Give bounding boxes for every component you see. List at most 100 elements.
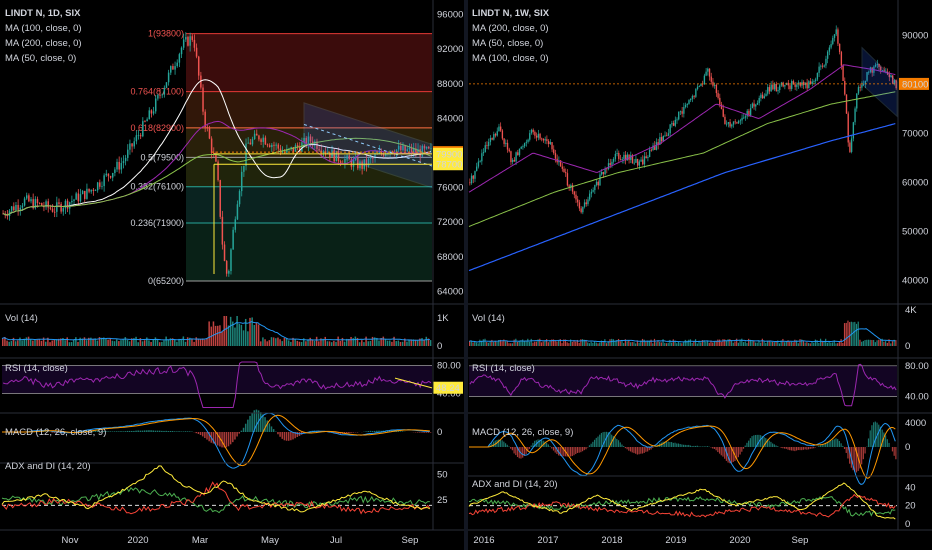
volume-bar [88, 337, 90, 346]
macd-histogram [616, 438, 618, 447]
macd-histogram [700, 446, 702, 447]
left-chart-panel[interactable]: 1(93800) 0.764(87100) 0.618(82900) 0.5(7950… [0, 0, 466, 546]
macd-histogram [503, 441, 505, 447]
candle [88, 188, 90, 192]
volume-bar [501, 341, 503, 346]
adx-axis-label: 25 [437, 495, 448, 506]
macd-histogram [614, 437, 616, 447]
macd-histogram [499, 439, 502, 447]
macd-histogram [790, 447, 793, 451]
volume-bar [195, 337, 198, 346]
macd-histogram [763, 437, 765, 447]
macd-histogram [195, 432, 198, 434]
volume-bar [864, 339, 866, 346]
macd-histogram [178, 431, 180, 432]
volume-bar [72, 339, 75, 346]
right-vol-label: Vol (14) [472, 313, 505, 324]
volume-bar [427, 338, 430, 346]
volume-bar [79, 337, 81, 346]
volume-bar [659, 341, 661, 346]
volume-bar [677, 341, 680, 346]
candle [510, 151, 512, 163]
candle [662, 135, 664, 142]
macd-histogram [492, 441, 495, 447]
macd-signal-line [469, 425, 896, 479]
volume-bar [238, 323, 241, 346]
volume-bar [893, 339, 895, 346]
candle [756, 103, 759, 105]
macd-histogram [510, 447, 512, 449]
volume-bar [768, 340, 770, 346]
volume-bar [515, 338, 517, 346]
volume-bar [510, 343, 512, 346]
macd-histogram [854, 447, 856, 472]
moving-average-line [468, 91, 896, 227]
volume-bar [653, 338, 656, 346]
volume-bar [611, 338, 613, 346]
macd-histogram [131, 430, 133, 432]
volume-bar [578, 342, 580, 346]
candle [541, 138, 543, 140]
macd-histogram [599, 434, 601, 447]
volume-bar [784, 342, 786, 346]
candle [767, 87, 769, 94]
candle [880, 67, 882, 71]
volume-bar [300, 341, 303, 346]
candle [792, 81, 795, 85]
adx-line [1, 465, 431, 513]
volume-bar [77, 341, 79, 346]
macd-histogram [861, 447, 863, 465]
candle [674, 119, 676, 126]
volume-bar [730, 340, 733, 346]
candle [56, 202, 58, 212]
candle [683, 107, 685, 114]
candle [678, 111, 680, 120]
volume-bar [143, 340, 146, 346]
candle [415, 148, 417, 153]
fib-zone [186, 33, 432, 92]
macd-histogram [126, 430, 129, 432]
volume-bar [766, 340, 769, 346]
macd-histogram [867, 438, 870, 447]
volume-bar [2, 338, 4, 346]
macd-line [469, 422, 896, 485]
candle [197, 56, 200, 76]
volume-bar [363, 342, 365, 346]
volume-bar [624, 339, 626, 346]
macd-histogram [516, 447, 519, 458]
volume-bar [240, 324, 243, 346]
volume-bar [137, 342, 139, 346]
macd-histogram [249, 415, 251, 432]
volume-bar [70, 342, 73, 346]
candle [84, 190, 86, 199]
volume-bar [294, 339, 296, 346]
right-macd-label: MACD (12, 26, close, 9) [472, 427, 573, 438]
volume-bar [165, 336, 167, 346]
volume-bar [469, 341, 471, 346]
volume-bar [662, 339, 664, 346]
volume-bar [597, 343, 599, 346]
volume-bar [566, 342, 568, 346]
macd-histogram [732, 447, 734, 462]
macd-axis-label: 4000 [905, 418, 926, 429]
macd-histogram [244, 423, 247, 432]
volume-bar [720, 342, 722, 346]
volume-bar [819, 338, 822, 346]
candle [763, 96, 766, 99]
volume-bar [643, 339, 645, 346]
macd-axis-label: 0 [905, 442, 910, 453]
volume-bar [21, 340, 23, 346]
macd-histogram [806, 447, 808, 450]
candle [570, 185, 572, 188]
candle [163, 87, 166, 95]
volume-bar [348, 338, 350, 346]
candle [722, 109, 724, 117]
candle [666, 135, 668, 137]
candle [172, 66, 174, 70]
macd-histogram [662, 441, 664, 447]
volume-bar [684, 339, 686, 346]
macd-histogram [643, 447, 645, 453]
candle [546, 139, 548, 141]
volume-bar [470, 340, 472, 346]
